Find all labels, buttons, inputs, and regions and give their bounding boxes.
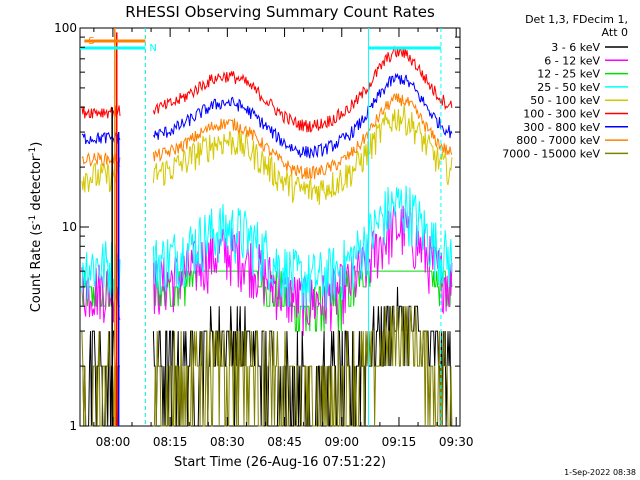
x-tick-label: 08:15 — [153, 435, 188, 449]
y-axis-label-sup2: -1 — [28, 147, 38, 156]
x-tick-label: 08:30 — [210, 435, 245, 449]
x-tick-label: 08:00 — [96, 435, 131, 449]
series-line-5 — [81, 45, 453, 133]
flag-label-1: N — [149, 43, 156, 54]
x-axis: 08:00 08:15 08:30 08:45 09:00 09:15 09:30 — [93, 28, 474, 449]
legend-label-5: 100 - 300 keV — [523, 108, 600, 121]
x-tick-label: 09:00 — [324, 435, 359, 449]
y-tick-label: 1 — [69, 419, 77, 433]
legend-label-7: 800 - 7000 keV — [516, 134, 600, 147]
y-axis-label-mid: detector — [29, 155, 44, 215]
legend-label-4: 50 - 100 keV — [530, 94, 600, 107]
y-tick-label: 10 — [62, 220, 77, 234]
legend-label-0: 3 - 6 keV — [551, 41, 600, 54]
y-tick-label: 100 — [54, 21, 77, 35]
legend-label-1: 6 - 12 keV — [544, 54, 600, 67]
series-line-6 — [81, 72, 453, 159]
chart-title: RHESSI Observing Summary Count Rates — [125, 3, 435, 21]
y-axis-label: Count Rate (s-1 detector-1) — [28, 142, 44, 313]
series-line-7 — [81, 93, 453, 180]
x-axis-label: Start Time (26-Aug-16 07:51:22) — [174, 455, 386, 470]
legend-label-2: 12 - 25 keV — [537, 68, 600, 81]
pre-gap-spikes — [111, 28, 120, 426]
legend-label-3: 25 - 50 keV — [537, 81, 600, 94]
series-line-4 — [81, 103, 453, 205]
flag-layer: SN — [80, 28, 442, 426]
y-axis-label-sup1: -1 — [28, 215, 38, 224]
legend-label-6: 300 - 800 keV — [523, 121, 600, 134]
y-axis: 1 10 100 — [54, 21, 460, 433]
legend-header-line2: Att 0 — [602, 26, 628, 39]
date-stamp: 1-Sep-2022 08:38 — [564, 468, 636, 477]
x-tick-label: 08:45 — [267, 435, 302, 449]
series-line-8 — [81, 306, 453, 427]
legend-header-line1: Det 1,3, FDecim 1, — [525, 13, 628, 26]
series-line-3 — [81, 185, 453, 311]
series-layer — [81, 28, 453, 427]
y-axis-label-end: ) — [29, 142, 44, 147]
x-tick-label: 09:15 — [382, 435, 417, 449]
y-axis-label-main: Count Rate (s — [29, 224, 44, 313]
x-tick-label: 09:30 — [439, 435, 474, 449]
flag-label-0: S — [88, 36, 94, 47]
legend-label-8: 7000 - 15000 keV — [502, 147, 600, 160]
